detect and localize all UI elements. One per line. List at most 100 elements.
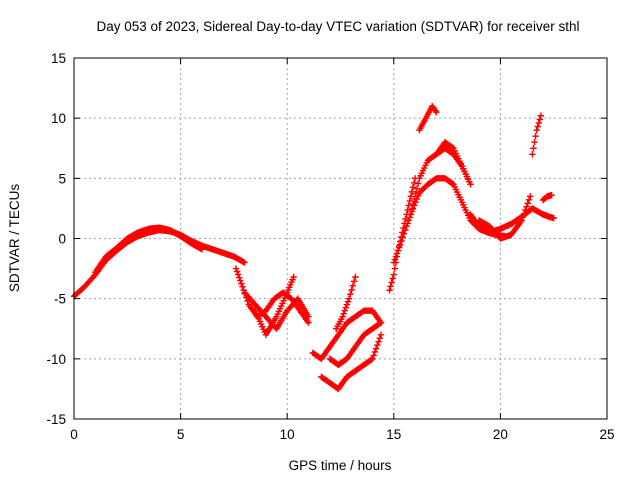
data-point	[339, 313, 346, 320]
data-point	[233, 268, 241, 275]
y-tick-label: 15	[51, 51, 66, 66]
data-point	[449, 144, 456, 151]
data-point	[518, 217, 525, 224]
data-point	[386, 287, 393, 294]
data-point	[433, 108, 440, 116]
y-tick-label: -5	[54, 292, 66, 307]
y-tick-label: 10	[51, 111, 66, 126]
data-point	[369, 355, 376, 363]
series-arc-7	[318, 331, 385, 393]
data-point	[414, 180, 422, 187]
data-point	[348, 286, 355, 294]
series-arc-14	[433, 139, 474, 188]
data-point	[402, 226, 409, 234]
data-point	[400, 230, 408, 237]
x-tick-label: 0	[70, 427, 78, 442]
data-point	[398, 237, 405, 245]
data-point	[390, 259, 397, 266]
data-point	[374, 341, 381, 349]
data-point	[391, 256, 399, 263]
data-point	[524, 200, 532, 207]
series-arc-13	[416, 102, 440, 134]
data-point	[375, 338, 382, 345]
data-point	[392, 253, 400, 260]
x-tick-label: 15	[386, 427, 401, 442]
data-point	[404, 220, 411, 227]
data-point	[550, 214, 557, 222]
data-point	[533, 127, 540, 134]
data-point	[532, 133, 539, 140]
data-point	[238, 280, 245, 287]
x-axis-label: GPS time / hours	[289, 458, 392, 473]
x-tick-label: 5	[177, 427, 185, 442]
y-tick-label: 0	[58, 232, 66, 247]
marks-layer	[70, 102, 557, 393]
chart-title: Day 053 of 2023, Sidereal Day-to-day VTE…	[97, 19, 580, 34]
series-arc-9	[333, 273, 359, 332]
data-point	[391, 265, 399, 272]
data-point	[352, 273, 359, 281]
y-axis-label: SDTVAR / TECUs	[7, 184, 22, 293]
data-point	[343, 301, 351, 308]
data-point	[241, 259, 248, 266]
data-point	[536, 116, 544, 123]
y-tick-label: -15	[46, 412, 66, 427]
data-point	[344, 298, 352, 305]
data-point	[376, 335, 383, 342]
data-point	[406, 197, 413, 205]
x-tick-label: 25	[599, 427, 614, 442]
series-arc-2	[92, 224, 206, 276]
data-point	[198, 246, 206, 253]
data-point	[530, 145, 537, 152]
series-arc-19	[539, 211, 557, 222]
data-point	[350, 278, 358, 285]
data-point	[395, 244, 403, 251]
series-arc-6	[309, 307, 385, 363]
data-point	[407, 211, 415, 218]
data-point	[411, 195, 418, 203]
data-point	[548, 191, 555, 199]
data-point	[535, 119, 542, 127]
series-arc-5	[252, 273, 297, 338]
data-point	[413, 185, 421, 192]
data-point	[389, 275, 396, 282]
data-point	[368, 356, 375, 363]
data-point	[237, 277, 244, 284]
data-point	[537, 112, 545, 119]
data-point	[408, 206, 416, 213]
grid-layer	[74, 58, 607, 419]
data-point	[408, 188, 416, 196]
data-point	[371, 348, 379, 356]
data-point	[347, 291, 354, 298]
data-point	[376, 320, 383, 327]
data-point	[527, 193, 534, 200]
data-point	[405, 217, 412, 224]
data-point	[341, 307, 348, 314]
data-point	[239, 283, 246, 290]
data-point	[467, 181, 474, 188]
data-point	[405, 202, 412, 209]
data-point	[377, 319, 385, 326]
data-point	[370, 352, 377, 359]
data-point	[411, 202, 418, 209]
data-point	[522, 206, 529, 214]
data-point	[393, 250, 401, 257]
data-point	[305, 313, 312, 320]
data-point	[387, 283, 394, 290]
series-arc-11	[390, 175, 508, 266]
data-point	[523, 203, 530, 210]
data-point	[349, 282, 357, 289]
data-point	[232, 265, 240, 272]
y-tick-label: 5	[58, 171, 66, 186]
series-arc-16	[475, 193, 534, 242]
data-point	[236, 274, 243, 281]
data-point	[305, 319, 312, 326]
data-point	[396, 241, 404, 248]
series-arc-8	[326, 319, 385, 369]
data-point	[377, 331, 385, 338]
data-point	[390, 271, 397, 278]
data-point	[529, 151, 536, 158]
data-point	[342, 304, 350, 311]
data-point	[449, 180, 456, 187]
